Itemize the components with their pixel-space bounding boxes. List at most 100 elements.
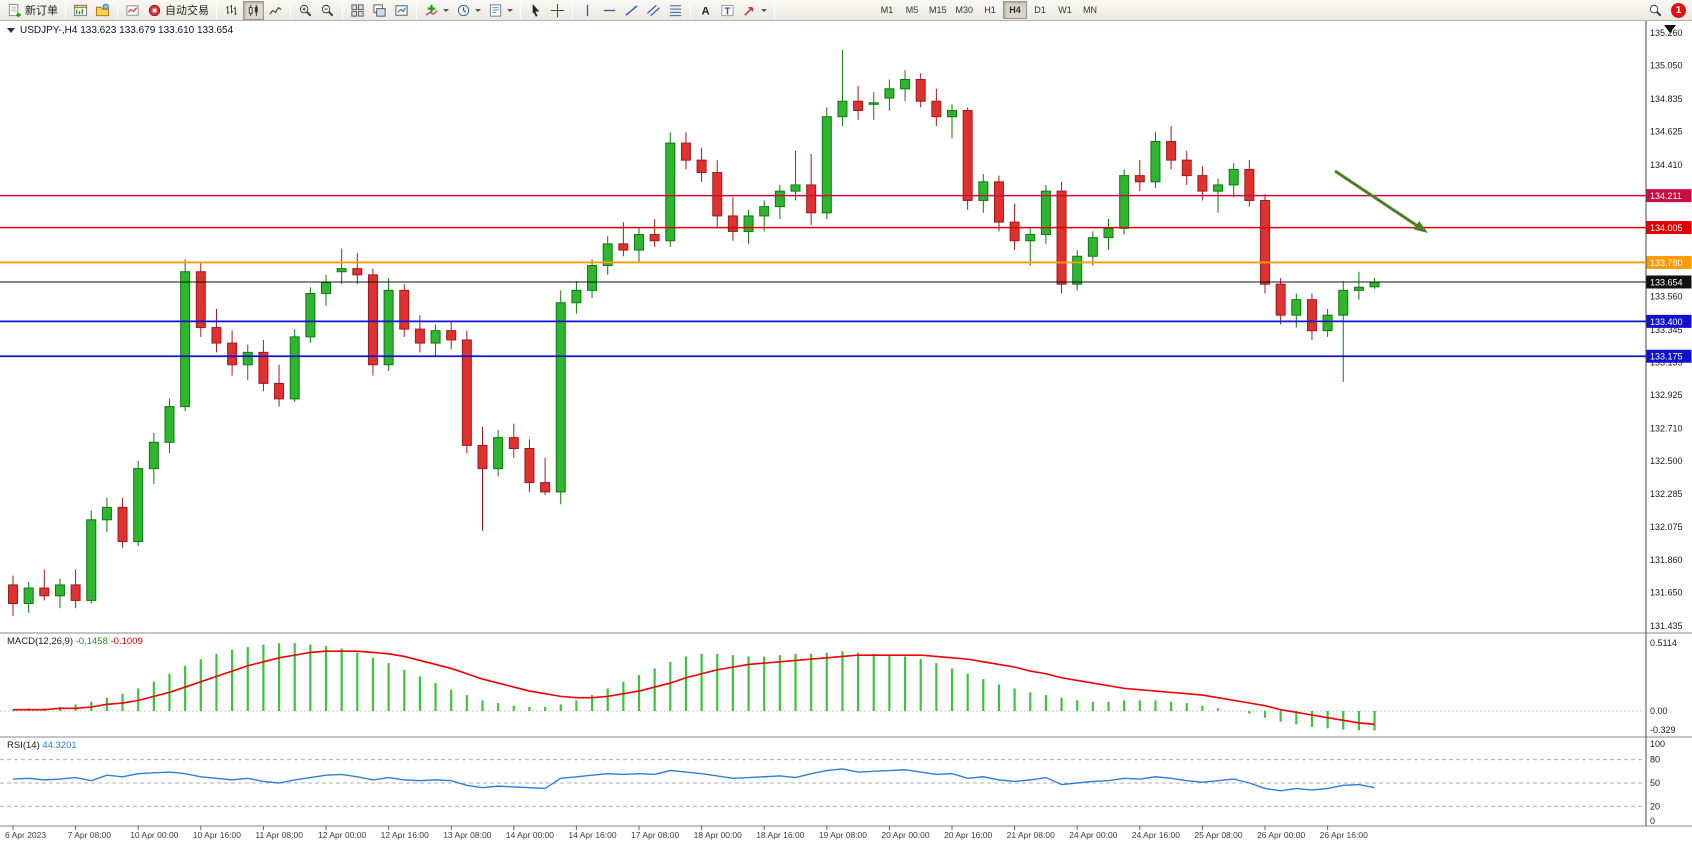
horizontal-price-lines[interactable] [0,194,1646,358]
svg-text:0.00: 0.00 [1650,706,1668,716]
horizontal-line-tool-button[interactable] [599,1,620,20]
main-toolbar: 新订单 自动交易 [0,0,1692,21]
zoom-out-icon [321,4,334,16]
svg-text:18 Apr 00:00: 18 Apr 00:00 [694,830,742,840]
text-tool-button[interactable]: A [695,1,716,20]
crosshair-icon [550,3,565,17]
new-chart-button[interactable] [70,1,91,20]
autotrading-button[interactable]: 自动交易 [144,1,212,20]
svg-text:20 Apr 00:00: 20 Apr 00:00 [881,830,929,840]
svg-text:26 Apr 16:00: 26 Apr 16:00 [1320,830,1368,840]
scroll-corner-marker [1664,25,1676,33]
timeframe-button-d1[interactable]: D1 [1028,1,1052,19]
svg-text:50: 50 [1650,778,1660,788]
svg-text:133.345: 133.345 [1650,325,1683,335]
toolbar-separator [572,2,573,18]
template-icon [489,3,502,17]
toolbar-separator [416,2,417,18]
svg-text:131.860: 131.860 [1650,555,1683,565]
timeframe-button-h1[interactable]: H1 [978,1,1002,19]
horizontal-line-icon [603,9,616,11]
indicators-button[interactable] [421,1,452,20]
notification-badge[interactable]: 1 [1671,2,1686,18]
profiles-button[interactable] [92,1,113,20]
zoom-in-button[interactable] [295,1,316,20]
periods-button[interactable] [453,1,484,20]
fibonacci-tool-button[interactable] [665,1,686,20]
templates-button[interactable] [485,1,516,20]
cursor-icon [532,3,540,17]
svg-text:133.175: 133.175 [1650,352,1683,362]
new-order-icon [8,3,21,17]
label-tool-button[interactable]: T [717,1,738,20]
svg-text:100: 100 [1650,739,1665,749]
dropdown-caret-icon [761,8,767,12]
rsi-name: RSI(14) [7,740,40,751]
timeframe-button-h4[interactable]: H4 [1003,1,1028,19]
svg-text:6 Apr 2023: 6 Apr 2023 [5,830,46,840]
rsi-indicator [0,759,1646,807]
rsi-label: RSI(14) 44.3201 [7,740,77,751]
new-order-button[interactable]: 新订单 [4,1,61,20]
macd-label: MACD(12,26,9) -0.1458 -0.1009 [7,636,143,647]
clock-icon [457,4,470,16]
svg-text:20: 20 [1650,801,1660,811]
zoom-out-button[interactable] [317,1,338,20]
timeframe-button-m5[interactable]: M5 [900,1,924,19]
search-button[interactable] [1645,1,1666,20]
timeframe-button-m30[interactable]: M30 [952,1,978,19]
profiles-icon [95,3,110,16]
svg-text:135.260: 135.260 [1650,28,1683,38]
cascade-windows-icon [373,3,386,17]
svg-text:14 Apr 00:00: 14 Apr 00:00 [506,830,554,840]
new-chart-icon [73,4,88,16]
text-tool-icon: A [701,5,709,17]
svg-text:12 Apr 16:00: 12 Apr 16:00 [381,830,429,840]
toolbar-separator [342,2,343,18]
trendline-icon [625,4,638,16]
channel-tool-button[interactable] [643,1,664,20]
cursor-button[interactable] [525,1,546,20]
svg-text:25 Apr 08:00: 25 Apr 08:00 [1194,830,1242,840]
svg-text:24 Apr 16:00: 24 Apr 16:00 [1132,830,1180,840]
indicators-icon [425,4,438,16]
svg-text:132.285: 132.285 [1650,489,1683,499]
line-chart-button[interactable] [265,1,286,20]
timeframe-button-m1[interactable]: M1 [875,1,899,19]
svg-text:0: 0 [1650,816,1655,826]
svg-text:24 Apr 00:00: 24 Apr 00:00 [1069,830,1117,840]
vertical-line-icon [586,4,589,16]
timeframe-button-m15[interactable]: M15 [925,1,951,19]
timeframe-button-mn[interactable]: MN [1078,1,1102,19]
ohlc-bars-icon [226,4,237,15]
svg-text:18 Apr 16:00: 18 Apr 16:00 [756,830,804,840]
vertical-line-tool-button[interactable] [577,1,598,20]
cascade-windows-button[interactable] [369,1,390,20]
svg-text:133.400: 133.400 [1650,317,1683,327]
dropdown-caret-icon [507,8,513,12]
rsi-value: 44.3201 [42,740,77,751]
candlestick-chart-button[interactable] [243,0,264,20]
chart-shift-button[interactable] [391,1,412,20]
trendline-tool-button[interactable] [621,1,642,20]
chart-title: USDJPY-,H4 133.623 133.679 133.610 133.6… [7,25,233,36]
svg-text:17 Apr 08:00: 17 Apr 08:00 [631,830,679,840]
expert-advisors-button[interactable] [122,1,143,20]
svg-text:21 Apr 08:00: 21 Apr 08:00 [1007,830,1055,840]
chart-area[interactable]: 135.260 135.050 134.835 134.625 134.410 134.2… [0,21,1692,849]
price-chart[interactable]: 135.260 135.050 134.835 134.625 134.410 134.2… [0,21,1692,849]
toolbar-separator [690,2,691,18]
timeframe-button-w1[interactable]: W1 [1053,1,1077,19]
candlestick-icon [248,4,258,16]
svg-text:134.005: 134.005 [1650,223,1683,233]
svg-text:0.5114: 0.5114 [1650,638,1677,648]
shapes-tool-button[interactable] [739,1,770,20]
trend-arrow-annotation[interactable] [1334,169,1428,233]
toolbar-separator [216,2,217,18]
arrow-shape-icon [744,6,754,16]
tile-windows-button[interactable] [347,1,368,20]
crosshair-button[interactable] [547,1,568,20]
svg-text:132.710: 132.710 [1650,423,1683,433]
macd-indicator [0,643,1646,731]
bar-chart-button[interactable] [221,1,242,20]
